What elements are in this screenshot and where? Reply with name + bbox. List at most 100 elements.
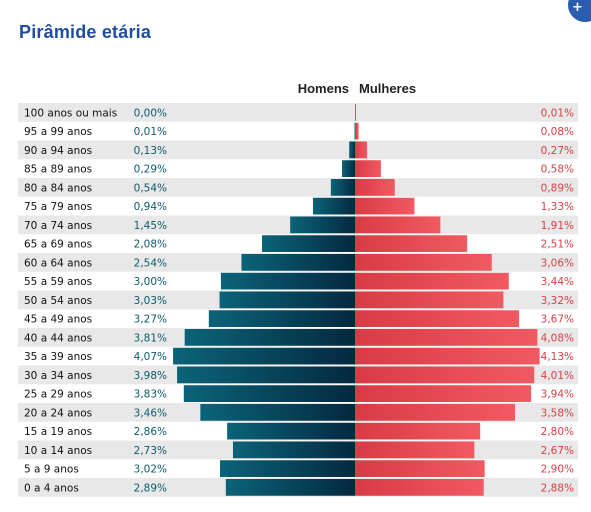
value-label-mulheres: 2,67% xyxy=(541,445,574,457)
value-label-homens: 3,27% xyxy=(134,314,167,326)
value-label-mulheres: 2,88% xyxy=(541,482,574,494)
bar-mulheres xyxy=(355,197,415,215)
value-label-homens: 2,08% xyxy=(134,239,167,251)
bar-mulheres xyxy=(355,422,481,440)
bar-homens xyxy=(220,460,355,477)
value-label-homens: 3,03% xyxy=(134,295,167,307)
age-group-label: 15 a 19 anos xyxy=(24,426,92,438)
bar-mulheres xyxy=(355,254,492,271)
bar-mulheres xyxy=(355,385,532,402)
age-group-label: 0 a 4 anos xyxy=(24,482,79,494)
value-label-mulheres: 2,80% xyxy=(541,426,574,438)
bar-mulheres xyxy=(355,329,538,346)
bar-mulheres xyxy=(355,404,516,421)
bar-homens xyxy=(184,329,355,346)
bar-homens xyxy=(227,422,355,440)
age-group-label: 55 a 59 anos xyxy=(24,276,92,288)
age-group-label: 75 a 79 anos xyxy=(24,201,92,213)
row-band xyxy=(18,103,578,122)
value-label-mulheres: 3,44% xyxy=(541,276,574,288)
value-label-mulheres: 2,90% xyxy=(541,464,574,476)
bar-mulheres xyxy=(355,310,520,327)
bar-mulheres xyxy=(355,122,359,140)
bar-homens xyxy=(290,216,355,234)
bar-mulheres xyxy=(355,216,441,234)
bar-homens xyxy=(225,479,355,496)
bar-mulheres xyxy=(355,347,540,365)
bar-homens xyxy=(200,404,355,421)
bar-mulheres xyxy=(355,104,356,121)
value-label-mulheres: 4,08% xyxy=(541,332,574,344)
bar-homens xyxy=(173,347,355,365)
value-label-mulheres: 0,01% xyxy=(541,107,574,119)
value-label-mulheres: 0,89% xyxy=(541,182,574,194)
bar-homens xyxy=(349,141,355,159)
bar-homens xyxy=(219,291,355,309)
bar-homens xyxy=(183,385,355,402)
expand-badge[interactable]: + xyxy=(568,0,591,22)
value-label-homens: 0,13% xyxy=(134,145,167,157)
age-group-label: 95 a 99 anos xyxy=(24,126,92,138)
plus-icon: + xyxy=(572,0,583,15)
bar-homens xyxy=(220,272,355,290)
age-group-label: 100 anos ou mais xyxy=(24,107,117,119)
value-label-homens: 2,73% xyxy=(134,445,167,457)
value-label-homens: 0,00% xyxy=(134,107,167,119)
bar-mulheres xyxy=(355,160,381,177)
legend-homens: Homens xyxy=(297,81,349,96)
age-group-label: 70 a 74 anos xyxy=(24,220,92,232)
value-label-mulheres: 3,32% xyxy=(541,295,574,307)
value-label-homens: 0,94% xyxy=(134,201,167,213)
age-group-label: 40 a 44 anos xyxy=(24,332,92,344)
age-group-label: 20 a 24 anos xyxy=(24,407,92,419)
bar-mulheres xyxy=(355,179,395,196)
age-group-label: 85 a 89 anos xyxy=(24,164,92,176)
bar-mulheres xyxy=(355,441,475,459)
value-label-mulheres: 4,01% xyxy=(541,370,574,382)
value-label-mulheres: 0,27% xyxy=(541,145,574,157)
value-label-homens: 3,81% xyxy=(134,332,167,344)
age-group-label: 10 a 14 anos xyxy=(24,445,92,457)
age-group-label: 65 a 69 anos xyxy=(24,239,92,251)
bar-homens xyxy=(208,310,355,327)
row-band xyxy=(18,140,578,160)
value-label-homens: 1,45% xyxy=(134,220,167,232)
row-band xyxy=(18,178,578,197)
value-label-mulheres: 0,08% xyxy=(541,126,574,138)
value-label-mulheres: 2,51% xyxy=(541,239,574,251)
value-label-mulheres: 0,58% xyxy=(541,164,574,176)
value-label-mulheres: 1,91% xyxy=(541,220,574,232)
value-label-homens: 3,46% xyxy=(134,407,167,419)
value-label-homens: 3,83% xyxy=(134,389,167,401)
value-label-mulheres: 3,06% xyxy=(541,257,574,269)
bar-homens xyxy=(241,254,355,271)
age-group-label: 80 a 84 anos xyxy=(24,182,92,194)
value-label-mulheres: 3,58% xyxy=(541,407,574,419)
bar-homens xyxy=(312,197,355,215)
bar-mulheres xyxy=(355,141,368,159)
value-label-homens: 0,01% xyxy=(134,126,167,138)
bar-mulheres xyxy=(355,272,509,290)
value-label-homens: 2,89% xyxy=(134,482,167,494)
bar-homens xyxy=(232,441,355,459)
age-group-label: 90 a 94 anos xyxy=(24,145,92,157)
value-label-homens: 4,07% xyxy=(134,351,167,363)
age-group-label: 5 a 9 anos xyxy=(24,464,79,476)
value-label-mulheres: 3,94% xyxy=(541,389,574,401)
bar-homens xyxy=(262,235,355,252)
value-label-mulheres: 1,33% xyxy=(541,201,574,213)
bar-homens xyxy=(342,160,355,177)
age-group-label: 25 a 29 anos xyxy=(24,389,92,401)
value-label-homens: 3,02% xyxy=(134,464,167,476)
value-label-homens: 3,98% xyxy=(134,370,167,382)
age-group-label: 45 a 49 anos xyxy=(24,314,92,326)
bar-homens xyxy=(330,179,355,196)
value-label-homens: 0,29% xyxy=(134,164,167,176)
chart-title: Pirâmide etária xyxy=(19,22,152,42)
value-label-homens: 2,54% xyxy=(134,257,167,269)
bar-mulheres xyxy=(355,235,468,252)
bar-mulheres xyxy=(355,366,535,384)
age-group-label: 60 a 64 anos xyxy=(24,257,92,269)
